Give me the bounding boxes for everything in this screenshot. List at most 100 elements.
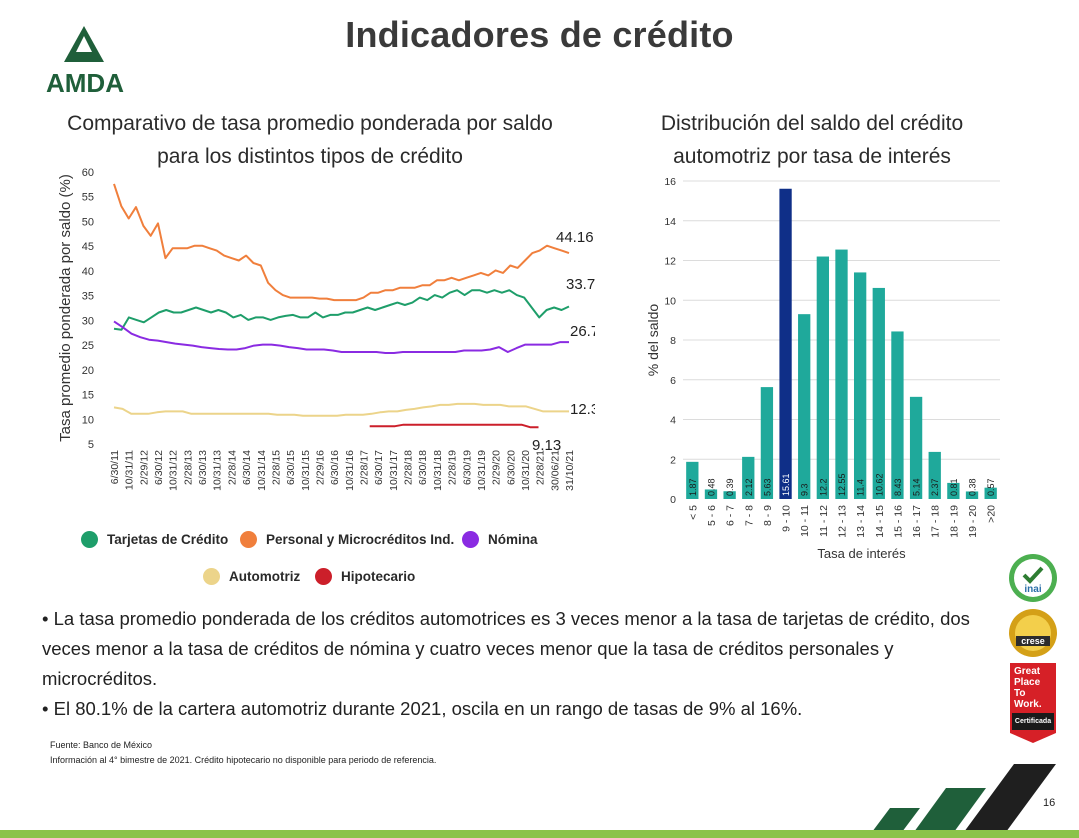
crese-label: crese	[1021, 636, 1045, 646]
bar	[704, 489, 718, 499]
y-tick-label: 60	[82, 167, 94, 179]
x-tick-label: 10/31/18	[432, 450, 444, 491]
bar	[723, 491, 736, 499]
bar-data-label: 8.43	[893, 478, 903, 496]
x-tick-label: 6/30/16	[329, 450, 341, 485]
legend-dot-icon	[240, 531, 257, 548]
gptw-line: Place	[1014, 677, 1041, 688]
end-value-label: 9.13	[532, 437, 561, 454]
x-category-label: 10 - 11	[799, 505, 811, 537]
x-tick-label: 10/31/12	[168, 450, 180, 491]
reference-note: Información al 4° bimestre de 2021. Créd…	[50, 755, 437, 765]
bar	[947, 482, 960, 499]
legend-label: Automotriz	[229, 569, 301, 584]
gptw-line: Work.	[1014, 699, 1042, 710]
y-tick-label: 5	[88, 439, 94, 451]
bottom-accent-bar	[0, 830, 1079, 838]
y-axis-label: Tasa promedio ponderada por saldo (%)	[57, 174, 74, 442]
bar	[909, 396, 923, 499]
x-category-label: 7 - 8	[743, 505, 755, 526]
bullet-text: • La tasa promedio ponderada de los créd…	[42, 608, 970, 689]
y-tick-label: 30	[82, 315, 94, 327]
footnotes: Fuente: Banco de México Información al 4…	[50, 738, 436, 768]
bar-data-label: 1.87	[688, 478, 698, 496]
bar-data-label: 12.55	[837, 473, 847, 496]
x-tick-label: 6/30/20	[505, 450, 517, 485]
bar-data-label: 0.48	[706, 478, 716, 496]
x-tick-label: 2/29/20	[491, 450, 503, 485]
bar	[816, 256, 830, 499]
bar-data-label: 10.62	[874, 473, 884, 496]
x-tick-label: 10/31/19	[476, 450, 488, 491]
x-tick-label: 6/30/18	[417, 450, 429, 485]
y-tick-label: 55	[82, 192, 94, 204]
y-tick-label: 10	[82, 414, 94, 426]
x-tick-label: 2/28/18	[403, 450, 415, 485]
y-tick-label: 15	[82, 390, 94, 402]
x-tick-label: 2/28/19	[447, 450, 459, 485]
x-tick-label: 6/30/17	[373, 450, 385, 485]
x-category-label: 16 - 17	[911, 505, 923, 538]
x-category-label: 8 - 9	[762, 505, 774, 526]
x-tick-label: 10/31/16	[344, 450, 356, 491]
bar	[891, 331, 904, 499]
summary-bullets: • La tasa promedio ponderada de los créd…	[42, 604, 972, 724]
y-tick-label: 50	[82, 216, 94, 228]
bar-data-label: 0.39	[725, 478, 735, 496]
line-chart-title: Comparativo de tasa promedio ponderada p…	[67, 112, 553, 168]
bar	[984, 487, 997, 499]
y-tick-label: 2	[670, 454, 676, 466]
y-tick-label: 0	[670, 494, 676, 506]
legend-item-hipotecario: Hipotecario	[315, 568, 415, 585]
x-category-label: 6 - 7	[725, 505, 737, 526]
series-line-tarjetas	[113, 289, 570, 331]
great-place-to-work-badge: Great Place To Work. Certificada	[1010, 663, 1056, 743]
y-tick-label: 40	[82, 266, 94, 278]
x-tick-label: 6/30/11	[109, 450, 121, 484]
x-category-label: 11 - 12	[818, 505, 830, 537]
bar	[872, 287, 885, 499]
bar-data-label: 0.57	[986, 478, 996, 496]
end-value-label: 26.72	[570, 323, 595, 340]
x-category-label: 15 - 16	[892, 505, 904, 538]
bar	[965, 491, 979, 499]
x-category-label: 13 - 14	[855, 505, 867, 538]
bar-data-label: 2.12	[744, 478, 754, 496]
x-category-label: 17 - 18	[930, 505, 942, 538]
x-category-label: < 5	[687, 505, 699, 520]
bar	[928, 451, 941, 499]
bar-data-label: 9.3	[800, 483, 810, 496]
x-tick-label: 31/10/21	[564, 450, 576, 491]
bar-data-label: 0.81	[949, 478, 959, 496]
x-tick-label: 2/28/17	[359, 450, 371, 485]
bar-chart: 0 2 4 6 8 10 12 14 16 % del saldo 1.87 < 5 0.48 5 - 6…	[645, 176, 1000, 561]
x-category-label: 18 - 19	[948, 505, 960, 538]
mountain-snow-icon	[76, 36, 92, 52]
bar-data-label: 5.63	[762, 478, 772, 496]
x-tick-label: 2/29/12	[138, 450, 150, 485]
y-tick-label: 12	[664, 256, 676, 268]
series-line-hipotecario	[369, 423, 539, 429]
bar	[779, 188, 792, 499]
bar	[835, 249, 848, 499]
y-tick-label: 20	[82, 365, 94, 377]
x-tick-label: 6/30/13	[197, 450, 209, 485]
legend-dot-icon	[462, 531, 479, 548]
y-tick-label: 25	[82, 340, 94, 352]
x-tick-label: 10/31/14	[256, 450, 268, 491]
x-tick-label: 6/30/12	[153, 450, 165, 485]
legend-label: Personal y Microcréditos Ind.	[266, 532, 455, 547]
gptw-line: Great	[1014, 666, 1041, 677]
x-tick-label: 10/31/11	[124, 450, 136, 490]
page-number: 16	[1043, 797, 1056, 809]
x-tick-label: 30/06/21	[549, 450, 561, 491]
x-tick-label: 6/30/14	[241, 450, 253, 485]
bar-data-label: 2.37	[930, 478, 940, 496]
bar-chart-title: Distribución del saldo del crédito autom…	[660, 112, 964, 168]
x-tick-label: 10/31/15	[300, 450, 312, 491]
y-tick-label: 16	[664, 176, 676, 188]
inai-badge: inai	[1008, 553, 1058, 603]
bar	[742, 456, 755, 499]
x-category-label: >20	[986, 505, 998, 523]
series-line-nomina	[113, 320, 569, 354]
